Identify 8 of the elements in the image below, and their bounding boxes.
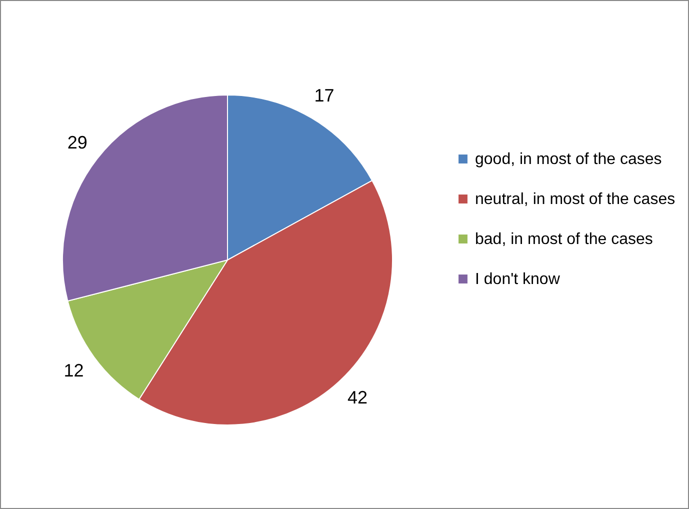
data-label: 17 — [314, 85, 334, 106]
legend-label: good, in most of the cases — [475, 151, 662, 168]
data-label: 29 — [67, 132, 88, 153]
data-label: 12 — [64, 360, 84, 381]
legend-label: I don't know — [475, 271, 560, 288]
legend-label: bad, in most of the cases — [475, 231, 653, 248]
data-label: 42 — [348, 388, 368, 408]
legend-label: neutral, in most of the cases — [475, 191, 676, 208]
